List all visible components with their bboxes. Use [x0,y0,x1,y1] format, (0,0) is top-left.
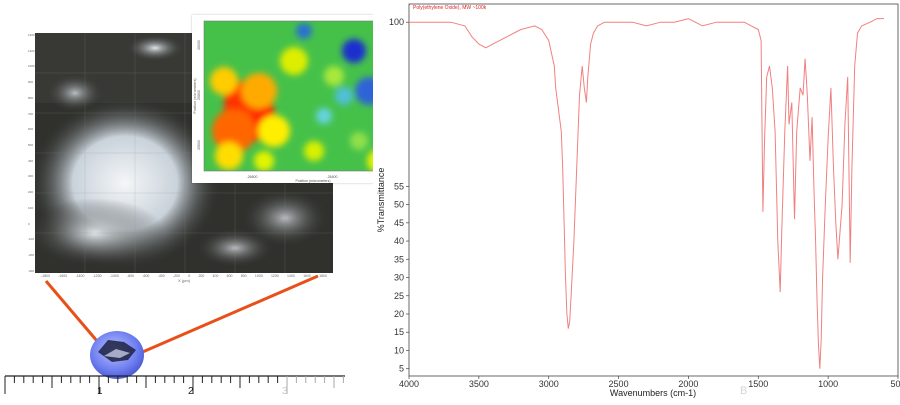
micrograph-y-tick: 100 [28,205,34,210]
plot-frame [408,3,899,377]
micrograph-x-unit: X (µm) [177,278,191,283]
micrograph-x-tick: -400 [157,274,165,278]
micrograph-x-tick: 600 [226,274,233,278]
y-tick-label: 5 [399,364,404,374]
ruler-scale [4,375,345,394]
micrograph-x-tick: 1600 [303,274,311,278]
ruler-label: 3 [282,386,288,397]
x-tick-label: 4000 [399,379,419,389]
x-axis-label: Wavenumbers (cm-1) [610,388,696,398]
micrograph-y-tick: 0 [28,221,30,226]
micrograph-x-tick: -1200 [92,274,102,278]
spectrum-svg: Poly(ethylene Oxide), MW ~100k %Transmit… [373,0,900,400]
micrograph-y-tick: 300 [28,174,34,179]
heatmap-y-tick: 25800 [197,90,201,100]
micrograph-y-tick: 700 [28,111,34,116]
micrograph-y-tick: 600 [28,127,34,132]
micrograph-y-ticks: 1200 1100 1000 900 800 700 600 500 400 300 200 100 0… [28,33,35,273]
micrograph-x-axis: -1800 -1600 -1400 -1200 -1000 -800 -600 -400 -20… [35,273,333,289]
micrograph-x-tick: 400 [212,274,219,278]
micrograph-x-tick: -200 [172,274,180,278]
micrograph-x-tick: -1600 [58,274,68,278]
ruler-label: 2 [188,386,194,397]
micrograph-x-tick: 0 [188,274,191,278]
heatmap-blob [280,47,308,75]
micrograph-x-tick: -800 [127,274,135,278]
ruler-label: 1 [97,386,103,397]
x-tick-label: 1000 [818,379,838,389]
heatmap-blob [304,141,324,161]
micrograph-y-tick: 1000 [28,64,35,69]
x-tick-label: 1500 [748,379,768,389]
micrograph-x-tick: 1400 [287,274,295,278]
x-tick-label: 2000 [678,379,698,389]
x-tick-label: 3500 [469,379,489,389]
micrograph-y-tick: 500 [28,143,34,148]
heatmap-blob [254,151,274,171]
heatmap-blob [324,66,344,86]
heatmap-blob [215,142,243,170]
y-tick-label: 40 [394,236,404,246]
micrograph-y-tick: 1100 [28,48,35,53]
ruler: 1 2 3 [0,370,350,400]
micrograph-y-tick: 1200 [28,33,35,37]
spectrum-series-line [409,18,884,369]
y-tick-label: 25 [394,291,404,301]
y-tick-label: 20 [394,309,404,319]
connector-line-right [123,274,319,362]
y-tick-label: 55 [394,181,404,191]
y-tick-label: 30 [394,273,404,283]
y-tick-label: 10 [394,345,404,355]
heatmap-y-label: Position (micrometers) [193,78,197,113]
y-tick-label: 15 [394,327,404,337]
micrograph-x-tick: 1800 [319,274,327,278]
panel-letter: B [740,385,748,397]
x-tick-label: 3000 [539,379,559,389]
heatmap-blob [212,109,256,153]
micrograph-x-tick: -600 [142,274,150,278]
x-tick-label: 500 [890,379,900,389]
y-tick-label: 100 [389,17,404,27]
heatmap-blob [316,108,332,124]
heatmap-blob [258,115,290,147]
micrograph-x-tick: 800 [240,274,247,278]
micrograph-y-tick: 900 [28,80,34,85]
micrograph-x-tick: -1000 [109,274,119,278]
ir-spectrum-chart: Poly(ethylene Oxide), MW ~100k %Transmit… [373,0,900,400]
micrograph-y-tick: -200 [28,253,35,258]
micrograph-x-ticks: -1800 -1600 -1400 -1200 -1000 -800 -600 -400 -20… [35,273,333,278]
micrograph-y-axis: 1200 1100 1000 900 800 700 600 500 400 300 200 100 0… [28,33,35,273]
heatmap-blob [335,87,353,105]
micrograph-y-tick: 400 [28,158,34,163]
micrograph-x-tick: 1200 [270,274,279,278]
y-axis-label: %Transmittance [376,168,386,233]
heatmap-x-label: Position (micrometers) [295,179,330,183]
y-tick-label: 35 [394,254,404,264]
x-tick-label: 2500 [609,379,629,389]
heatmap-x-tick: -26600 [247,175,258,179]
heatmap-blob [350,132,368,150]
heatmap-blob [210,67,238,95]
micrograph-x-tick: -1400 [75,274,85,278]
y-tick-label: 50 [394,200,404,210]
heatmap-blob [241,73,277,109]
heatmap-y-tick: 26000 [197,40,201,50]
heatmap-blob [342,39,366,63]
micrograph-y-tick: -300 [28,268,35,273]
heatmap-y-tick: 25600 [197,140,201,150]
heatmap-blob [296,23,312,39]
micrograph-x-tick: 200 [198,274,205,278]
y-tick-label: 45 [394,218,404,228]
micrograph-y-tick: 200 [28,190,34,195]
micrograph-y-tick: -100 [28,237,35,242]
micrograph-x-tick: 1000 [254,274,263,278]
chart-title: Poly(ethylene Oxide), MW ~100k [413,5,487,11]
heatmap-x-tick: -26400 [327,175,338,179]
micrograph-y-tick: 800 [28,95,34,100]
sample-sphere-icon [90,331,144,379]
micrograph-x-tick: -1800 [41,274,50,278]
